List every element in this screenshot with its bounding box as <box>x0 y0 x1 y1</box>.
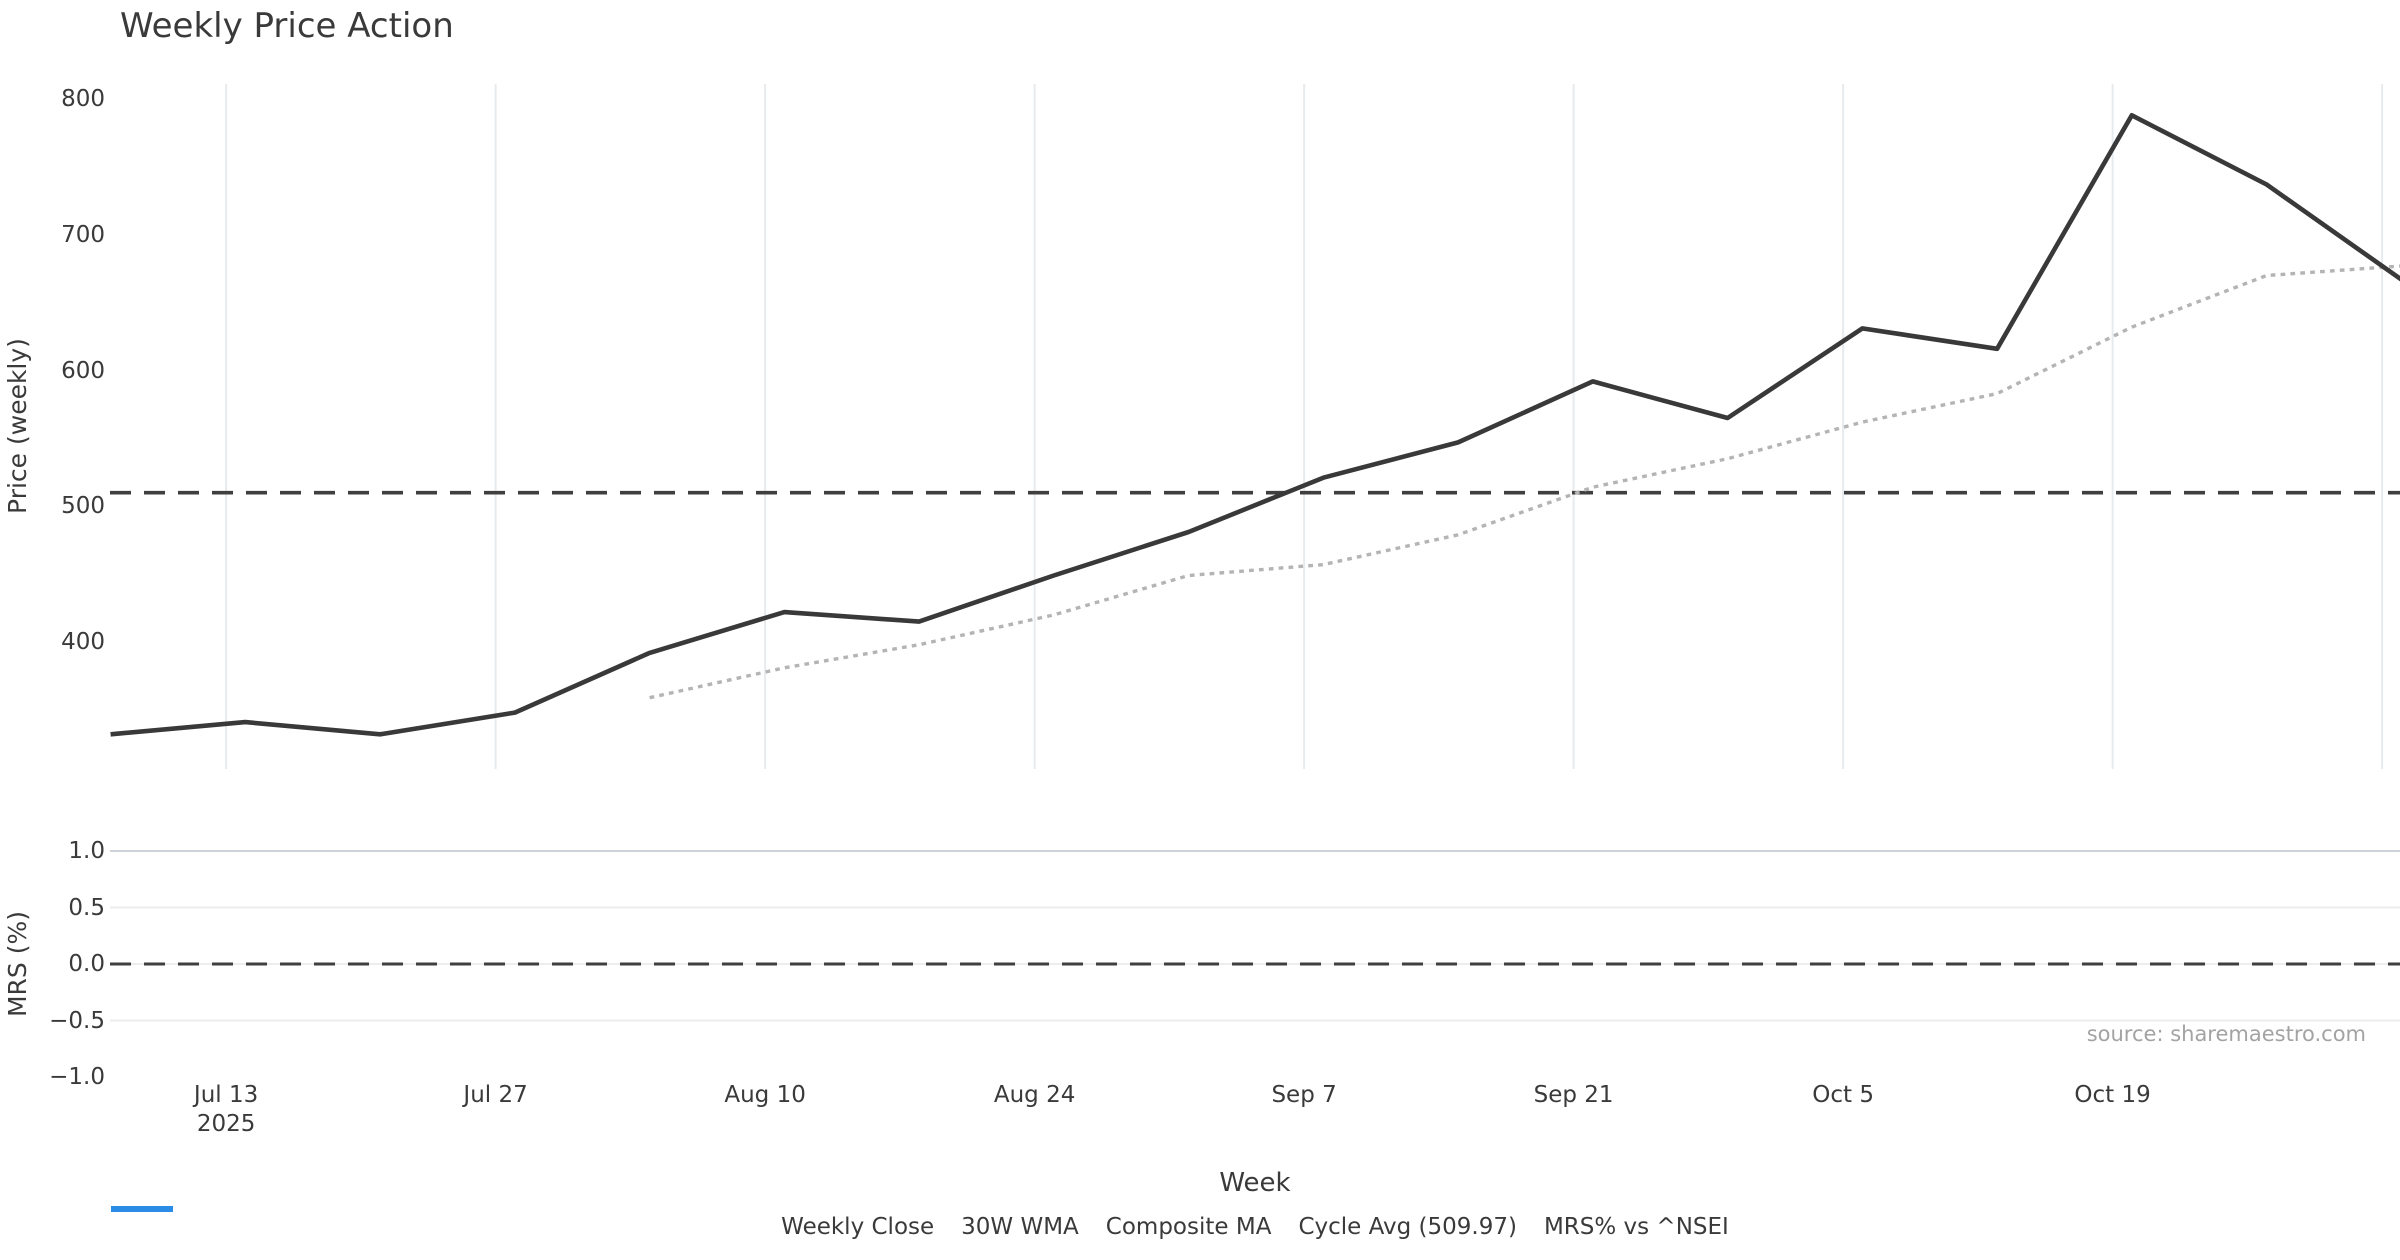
legend-line-sample-icon <box>111 1206 173 1212</box>
x-tick-label: Jul 27 <box>463 1082 528 1108</box>
weekly-close-line <box>110 113 2400 737</box>
legend-item-30w-wma: 30W WMA <box>111 1206 1079 1240</box>
price-tick-label: 500 <box>61 493 105 520</box>
legend-item-weekly-close: Weekly Close <box>111 1206 935 1240</box>
x-tick-label: Oct 19 <box>2074 1082 2151 1108</box>
legend-label: Composite MA <box>1105 1214 1272 1240</box>
price-tick-label: 800 <box>61 86 105 112</box>
x-tick-label: Oct 5 <box>1812 1082 1874 1108</box>
chart-title: Weekly Price Action <box>120 6 454 46</box>
x-tick-label: Aug 24 <box>993 1082 1076 1108</box>
price-axis-label: Price (weekly) <box>3 338 32 514</box>
price-tick-label: 700 <box>61 221 105 248</box>
mrs-tick-label: −0.5 <box>49 1007 105 1034</box>
legend-label: Cycle Avg (509.97) <box>1298 1214 1517 1240</box>
source-credit: source: sharemaestro.com <box>2086 1022 2366 1046</box>
legend-label: Weekly Close <box>781 1214 935 1240</box>
x-tick-label: Sep 21 <box>1533 1082 1614 1108</box>
x-tick-label: Aug 10 <box>724 1082 806 1108</box>
x-tick-label: Sep 7 <box>1271 1082 1337 1108</box>
legend-item-mrs-vs-nsei: MRS% vs ^NSEI <box>111 1206 1729 1240</box>
price-tick-label: 400 <box>61 629 105 655</box>
mrs-tick-label: 0.5 <box>68 894 105 921</box>
mrs-tick-label: −1.0 <box>49 1064 105 1090</box>
legend-item-composite-ma: Composite MA <box>111 1206 1272 1240</box>
legend-label: 30W WMA <box>961 1214 1079 1240</box>
legend: Weekly Close 30W WMA Composite MA Cycle Avg… <box>110 1204 2400 1250</box>
x-tick-label: Jul 13 2025 <box>131 1081 321 1139</box>
mrs-tick-label: 0.0 <box>68 951 105 977</box>
composite-ma-line <box>649 264 2400 700</box>
mrs-tick-label: 1.0 <box>68 838 105 864</box>
legend-item-cycle-avg-509-97-: Cycle Avg (509.97) <box>111 1206 1517 1240</box>
price-tick-label: 600 <box>61 357 105 384</box>
legend-label: MRS% vs ^NSEI <box>1543 1214 1729 1240</box>
x-tick-year: 2025 <box>196 1111 256 1137</box>
x-axis-label: Week <box>1219 1168 1291 1198</box>
